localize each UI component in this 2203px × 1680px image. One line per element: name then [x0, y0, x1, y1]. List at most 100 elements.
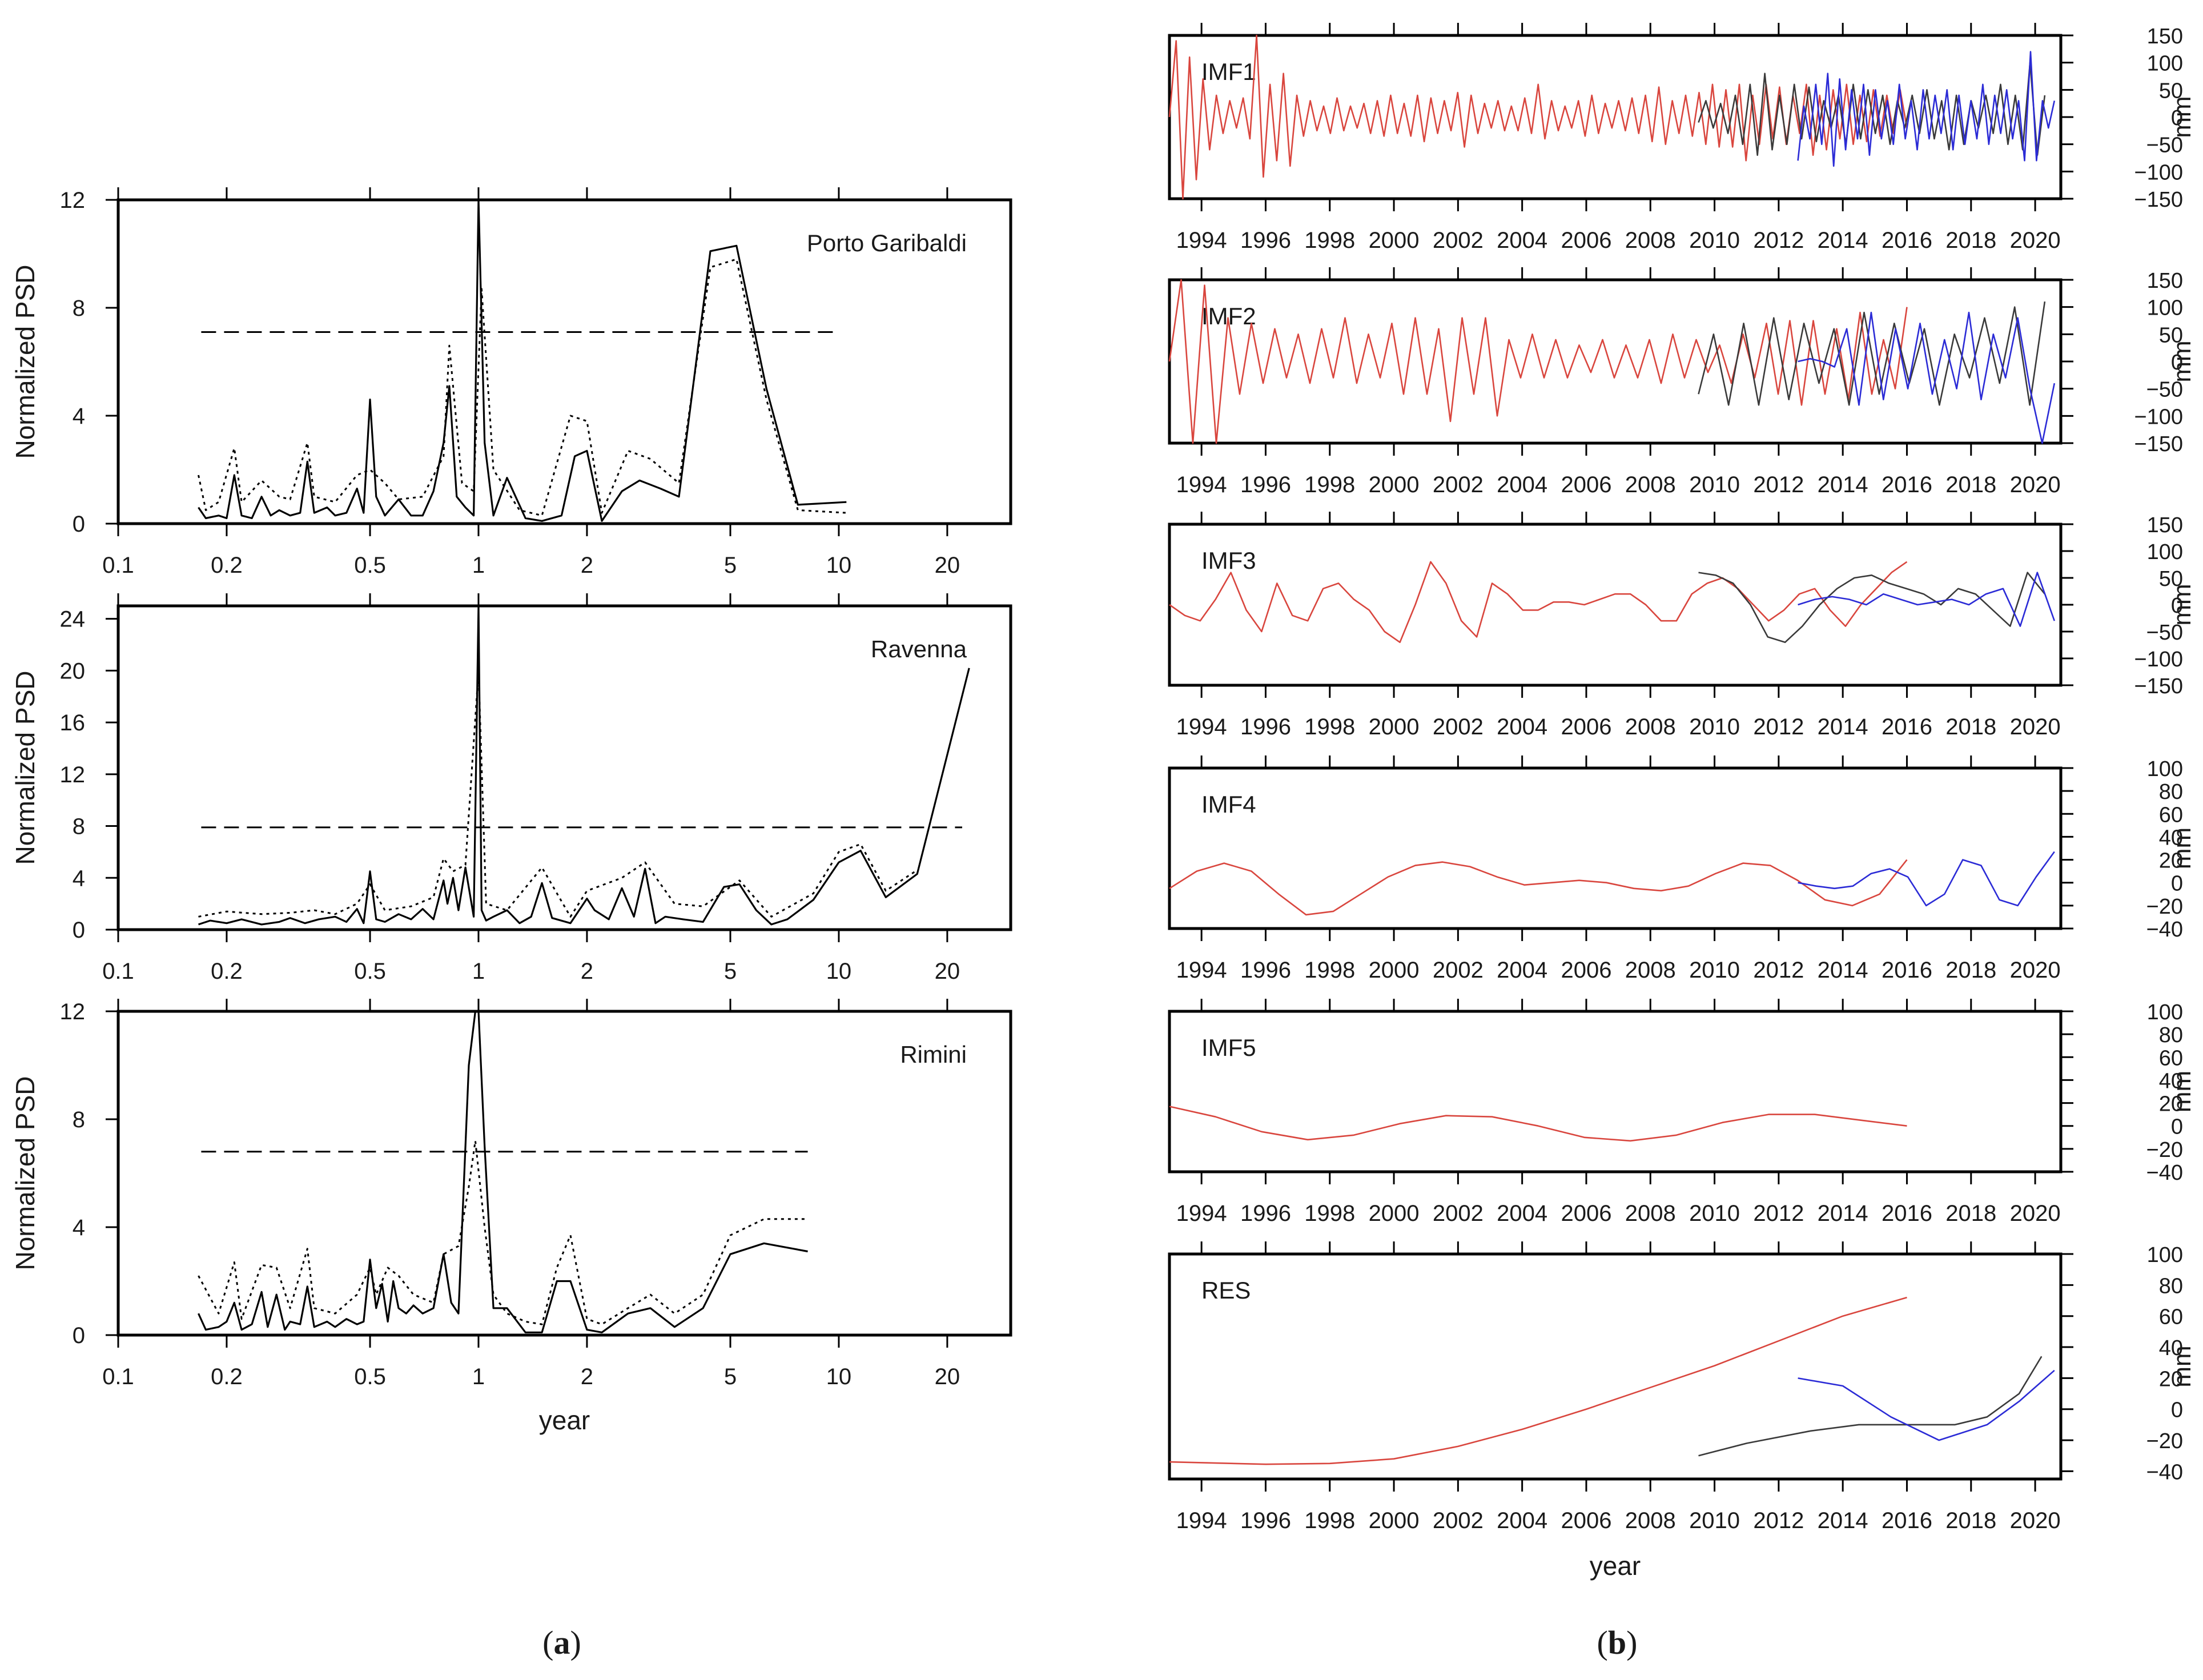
x-tick-label: 2020	[2010, 472, 2061, 497]
x-tick-label: 2008	[1625, 228, 1676, 253]
x-tick-label: 2006	[1561, 958, 1611, 983]
x-tick-label: 2008	[1625, 1201, 1676, 1226]
x-tick-label: 1	[472, 553, 485, 578]
x-tick-label: 5	[724, 1364, 737, 1389]
x-tick-label: 0.5	[354, 959, 386, 984]
y-tick-label: −20	[2146, 1138, 2183, 1162]
y-tick-label: 150	[2147, 269, 2183, 293]
x-tick-label: 2010	[1689, 958, 1740, 983]
y-tick-label: −150	[2134, 188, 2183, 212]
y-axis-label: mm	[2168, 96, 2196, 138]
x-tick-label: 2	[581, 959, 593, 984]
x-tick-label: 2004	[1497, 1201, 1547, 1226]
x-tick-label: 5	[724, 959, 737, 984]
series-line-ravenna	[1698, 572, 2045, 644]
series-line-porto-garibaldi	[1169, 1106, 1907, 1142]
y-axis-label: Normalized PSD	[10, 671, 40, 865]
x-tick-label: 1998	[1304, 1508, 1355, 1533]
y-tick-label: 0	[2171, 1115, 2183, 1139]
plot-frame	[116, 1010, 1012, 1337]
x-tick-label: 2000	[1369, 472, 1420, 497]
x-tick-label: 10	[826, 553, 852, 578]
plot-frame	[1168, 523, 2063, 687]
y-tick-label: −50	[2146, 621, 2183, 645]
y-tick-label: 80	[2159, 780, 2183, 804]
x-tick-label: 0.2	[211, 553, 243, 578]
x-tick-label: 10	[826, 1364, 852, 1389]
x-tick-label: 2018	[1945, 1508, 1996, 1533]
x-tick-label: 1998	[1304, 1201, 1355, 1226]
x-tick-label: 2014	[1818, 1508, 1868, 1533]
y-axis-label: Normalized PSD	[10, 265, 40, 459]
x-tick-label: 2000	[1369, 1508, 1420, 1533]
x-tick-label: 1994	[1176, 714, 1227, 739]
x-tick-label: 0.1	[102, 1364, 134, 1389]
x-axis-label: year	[539, 1405, 590, 1435]
series-line-ravenna	[1698, 1356, 2043, 1457]
x-tick-label: 2006	[1561, 472, 1611, 497]
x-tick-label: 2006	[1561, 1201, 1611, 1226]
x-tick-label: 1	[472, 1364, 485, 1389]
y-tick-label: 20	[60, 658, 86, 684]
y-tick-label: 8	[73, 296, 85, 321]
x-tick-label: 2018	[1945, 472, 1996, 497]
x-tick-label: 1994	[1176, 1508, 1227, 1533]
x-tick-label: 2002	[1433, 472, 1484, 497]
panel-title: IMF3	[1201, 547, 1256, 574]
x-tick-label: 1996	[1240, 958, 1291, 983]
x-tick-label: 2000	[1369, 958, 1420, 983]
x-tick-label: 1998	[1304, 472, 1355, 497]
y-tick-label: 4	[73, 866, 85, 891]
x-tick-label: 2002	[1433, 1201, 1484, 1226]
x-tick-label: 0.1	[102, 959, 134, 984]
y-tick-label: 0	[2171, 351, 2183, 375]
panel-title: RES	[1201, 1277, 1251, 1304]
x-tick-label: 2006	[1561, 228, 1611, 253]
y-axis-label: mm	[2168, 584, 2196, 625]
x-tick-label: 2008	[1625, 714, 1676, 739]
y-tick-label: 8	[73, 1107, 85, 1132]
y-tick-label: 150	[2147, 513, 2183, 537]
x-axis-label: year	[1590, 1551, 1641, 1581]
y-tick-label: −40	[2146, 1460, 2183, 1484]
x-tick-label: 2004	[1497, 472, 1547, 497]
x-tick-label: 2014	[1818, 958, 1868, 983]
series-line-spectrum	[198, 199, 847, 522]
chart-b-2: 1994 1996 1998 2000 2002 2004 2006 2008 2010 2012…	[1168, 267, 2196, 497]
y-tick-label: 100	[2147, 1000, 2183, 1024]
x-tick-label: 20	[935, 959, 960, 984]
x-tick-label: 1996	[1240, 1201, 1291, 1226]
y-tick-label: 100	[2147, 296, 2183, 320]
y-tick-label: 40	[2159, 1336, 2183, 1360]
x-tick-label: 20	[935, 1364, 960, 1389]
x-tick-label: 2016	[1882, 1508, 1932, 1533]
y-axis-label: mm	[2168, 1071, 2196, 1112]
y-tick-label: 50	[2159, 323, 2183, 347]
x-tick-label: 2012	[1753, 228, 1804, 253]
x-tick-label: 2016	[1882, 228, 1932, 253]
x-tick-label: 2010	[1689, 228, 1740, 253]
y-tick-label: 50	[2159, 79, 2183, 103]
x-tick-label: 1996	[1240, 228, 1291, 253]
series-line-porto-garibaldi	[1168, 279, 1908, 444]
y-tick-label: 50	[2159, 567, 2183, 591]
series-line-porto-garibaldi	[1169, 561, 1908, 644]
panel-title: Rimini	[900, 1041, 967, 1068]
y-tick-label: 0	[73, 918, 85, 943]
series-line-reference	[198, 258, 847, 517]
series-line-reference	[198, 669, 918, 918]
x-tick-label: 2012	[1753, 1201, 1804, 1226]
x-tick-label: 2004	[1497, 228, 1547, 253]
x-tick-label: 2014	[1818, 228, 1868, 253]
y-tick-label: −150	[2134, 432, 2183, 456]
series-line-rimini	[1798, 851, 2055, 907]
y-tick-label: 12	[60, 999, 86, 1024]
y-tick-label: 40	[2159, 826, 2183, 850]
x-tick-label: 0.2	[211, 1364, 243, 1389]
x-tick-label: 2020	[2010, 714, 2061, 739]
x-tick-label: 2002	[1433, 958, 1484, 983]
x-tick-label: 2012	[1753, 1508, 1804, 1533]
